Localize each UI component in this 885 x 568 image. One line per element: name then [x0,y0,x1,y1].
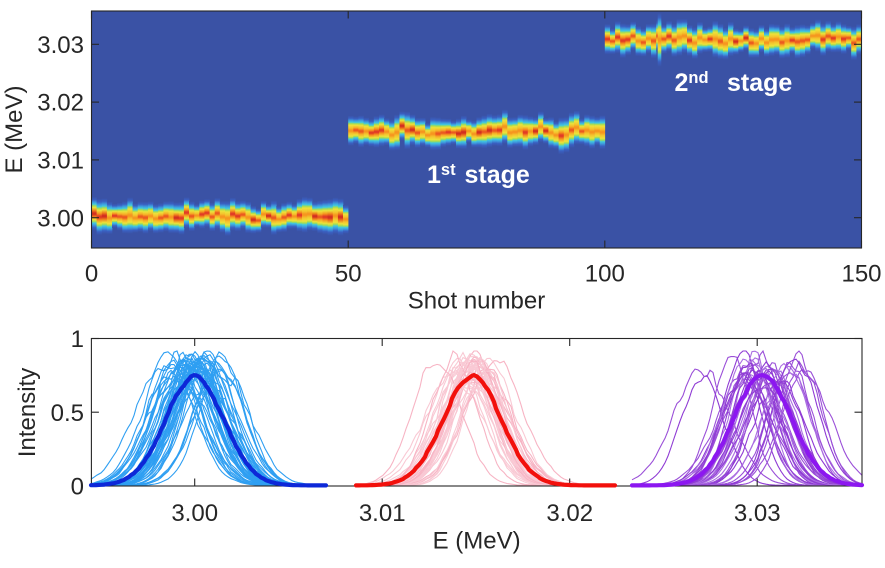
svg-text:stage: stage [727,69,792,97]
svg-text:3.02: 3.02 [37,90,84,117]
svg-text:Intensity: Intensity [14,368,41,457]
svg-text:3.01: 3.01 [37,148,84,175]
svg-text:0.5: 0.5 [51,400,84,427]
svg-text:3.01: 3.01 [359,500,406,527]
svg-text:stage: stage [465,161,530,189]
svg-text:E (MeV): E (MeV) [1,85,28,173]
svg-text:3.02: 3.02 [546,500,593,527]
svg-text:Shot number: Shot number [408,288,545,315]
svg-text:1: 1 [71,326,84,353]
svg-text:150: 150 [841,260,881,287]
svg-text:3.00: 3.00 [37,205,84,232]
svg-text:3.03: 3.03 [37,32,84,59]
svg-text:50: 50 [335,260,362,287]
svg-text:3.03: 3.03 [734,500,781,527]
svg-text:3.00: 3.00 [171,500,218,527]
svg-text:0: 0 [71,474,84,501]
svg-text:0: 0 [85,260,98,287]
svg-text:E (MeV): E (MeV) [433,528,521,555]
svg-text:100: 100 [585,260,625,287]
